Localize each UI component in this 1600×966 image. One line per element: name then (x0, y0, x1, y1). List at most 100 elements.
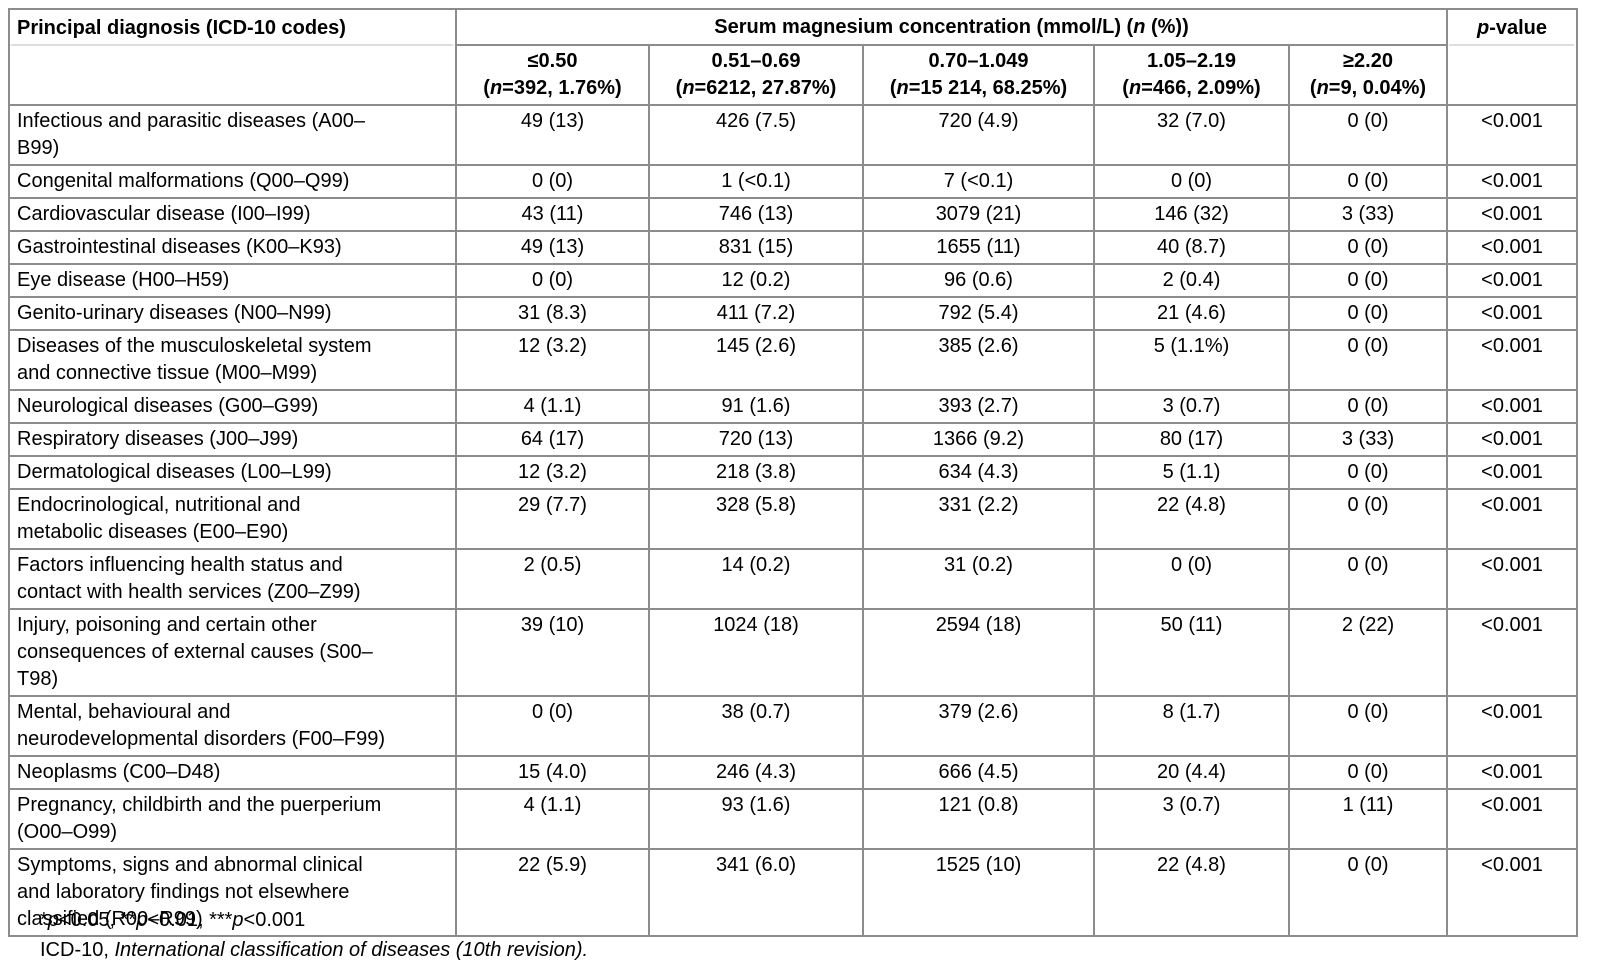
value-cell: 0 (0) (1287, 164, 1449, 199)
merged-cell-faint-line (11, 44, 453, 46)
diagnosis-cell: Gastrointestinal diseases (K00–K93) (8, 230, 457, 265)
value-cell: 411 (7.2) (648, 296, 864, 331)
magnesium-range-header-0: ≤0.50 (n=392, 1.76%) (455, 44, 650, 106)
diagnosis-cell: Neurological diseases (G00–G99) (8, 389, 457, 424)
table-row: Cardiovascular disease (I00–I99) 43 (11) 7… (8, 197, 1579, 232)
value-cell: 21 (4.6) (1093, 296, 1290, 331)
value-cell: 1 (<0.1) (648, 164, 864, 199)
diagnosis-cell: Neoplasms (C00–D48) (8, 755, 457, 790)
value-cell: 3 (33) (1287, 422, 1449, 457)
value-cell: 0 (0) (1287, 695, 1449, 757)
value-cell: 341 (6.0) (648, 848, 864, 937)
diagnosis-cell: Pregnancy, childbirth and the puerperium… (8, 788, 457, 850)
value-cell: 218 (3.8) (648, 455, 864, 490)
value-cell: 379 (2.6) (862, 695, 1095, 757)
value-cell: 0 (0) (1287, 455, 1449, 490)
pvalue-cell: <0.001 (1446, 230, 1579, 265)
value-cell: 22 (4.8) (1093, 848, 1290, 937)
pvalue-cell: <0.001 (1446, 164, 1579, 199)
table-row: Factors influencing health status and co… (8, 548, 1579, 610)
diagnosis-cell: Eye disease (H00–H59) (8, 263, 457, 298)
value-cell: 4 (1.1) (455, 788, 650, 850)
value-cell: 22 (4.8) (1093, 488, 1290, 550)
pvalue-cell: <0.001 (1446, 695, 1579, 757)
value-cell: 720 (13) (648, 422, 864, 457)
value-cell: 145 (2.6) (648, 329, 864, 391)
magnesium-range-header-4: ≥2.20 (n=9, 0.04%) (1287, 44, 1449, 106)
value-cell: 22 (5.9) (455, 848, 650, 937)
value-cell: 792 (5.4) (862, 296, 1095, 331)
value-cell: 96 (0.6) (862, 263, 1095, 298)
value-cell: 43 (11) (455, 197, 650, 232)
value-cell: 1655 (11) (862, 230, 1095, 265)
table-row: Neoplasms (C00–D48) 15 (4.0) 246 (4.3) 666 … (8, 755, 1579, 790)
table-row: Neurological diseases (G00–G99) 4 (1.1) 91… (8, 389, 1579, 424)
subheader-row: ≤0.50 (n=392, 1.76%) 0.51–0.69 (n=6212, 2… (9, 44, 1577, 106)
value-cell: 12 (3.2) (455, 455, 650, 490)
pvalue-cell: <0.001 (1446, 755, 1579, 790)
value-cell: 1 (11) (1287, 788, 1449, 850)
pvalue-cell: <0.001 (1446, 848, 1579, 937)
table-body: Infectious and parasitic diseases (A00– … (8, 104, 1579, 937)
value-cell: 1024 (18) (648, 608, 864, 697)
value-cell: 2 (0.5) (455, 548, 650, 610)
diagnosis-column-header: Principal diagnosis (ICD-10 codes) (8, 8, 457, 106)
table-row: Endocrinological, nutritional and metabo… (8, 488, 1579, 550)
pvalue-cell: <0.001 (1446, 329, 1579, 391)
value-cell: 31 (8.3) (455, 296, 650, 331)
value-cell: 1525 (10) (862, 848, 1095, 937)
value-cell: 20 (4.4) (1093, 755, 1290, 790)
value-cell: 2594 (18) (862, 608, 1095, 697)
pvalue-cell: <0.001 (1446, 488, 1579, 550)
value-cell: 0 (0) (1287, 848, 1449, 937)
value-cell: 0 (0) (1093, 164, 1290, 199)
value-cell: 246 (4.3) (648, 755, 864, 790)
pvalue-cell: <0.001 (1446, 263, 1579, 298)
table-row: Respiratory diseases (J00–J99) 64 (17) 720… (8, 422, 1579, 457)
value-cell: 0 (0) (1287, 389, 1449, 424)
value-cell: 426 (7.5) (648, 104, 864, 166)
diagnosis-cell: Infectious and parasitic diseases (A00– … (8, 104, 457, 166)
pvalue-cell: <0.001 (1446, 608, 1579, 697)
magnesium-range-header-3: 1.05–2.19 (n=466, 2.09%) (1093, 44, 1290, 106)
value-cell: 4 (1.1) (455, 389, 650, 424)
table-footnotes: *p<0.05, **p<0.01, ***p<0.001 ICD-10, In… (40, 905, 588, 965)
pvalue-cell: <0.001 (1446, 197, 1579, 232)
diagnosis-cell: Respiratory diseases (J00–J99) (8, 422, 457, 457)
value-cell: 5 (1.1%) (1093, 329, 1290, 391)
value-cell: 5 (1.1) (1093, 455, 1290, 490)
pvalue-cell: <0.001 (1446, 788, 1579, 850)
value-cell: 328 (5.8) (648, 488, 864, 550)
merged-cell-faint-line (1449, 44, 1574, 46)
value-cell: 91 (1.6) (648, 389, 864, 424)
value-cell: 2 (0.4) (1093, 263, 1290, 298)
value-cell: 0 (0) (1287, 230, 1449, 265)
pvalue-cell: <0.001 (1446, 455, 1579, 490)
value-cell: 14 (0.2) (648, 548, 864, 610)
value-cell: 0 (0) (1287, 755, 1449, 790)
table-row: Eye disease (H00–H59) 0 (0) 12 (0.2) 96 (0.… (8, 263, 1579, 298)
value-cell: 634 (4.3) (862, 455, 1095, 490)
value-cell: 12 (3.2) (455, 329, 650, 391)
table-row: Symptoms, signs and abnormal clinical an… (8, 848, 1579, 937)
value-cell: 720 (4.9) (862, 104, 1095, 166)
value-cell: 0 (0) (1287, 263, 1449, 298)
diagnosis-cell: Symptoms, signs and abnormal clinical an… (8, 848, 457, 937)
value-cell: 666 (4.5) (862, 755, 1095, 790)
diagnosis-cell: Endocrinological, nutritional and metabo… (8, 488, 457, 550)
table-row: Genito-urinary diseases (N00–N99) 31 (8.3… (8, 296, 1579, 331)
value-cell: 50 (11) (1093, 608, 1290, 697)
value-cell: 39 (10) (455, 608, 650, 697)
pvalue-cell: <0.001 (1446, 548, 1579, 610)
value-cell: 3 (33) (1287, 197, 1449, 232)
value-cell: 0 (0) (1287, 104, 1449, 166)
diagnosis-cell: Cardiovascular disease (I00–I99) (8, 197, 457, 232)
value-cell: 331 (2.2) (862, 488, 1095, 550)
value-cell: 831 (15) (648, 230, 864, 265)
value-cell: 29 (7.7) (455, 488, 650, 550)
value-cell: 64 (17) (455, 422, 650, 457)
table-row: Diseases of the musculoskeletal system a… (8, 329, 1579, 391)
table-row: Gastrointestinal diseases (K00–K93) 49 (1… (8, 230, 1579, 265)
value-cell: 7 (<0.1) (862, 164, 1095, 199)
